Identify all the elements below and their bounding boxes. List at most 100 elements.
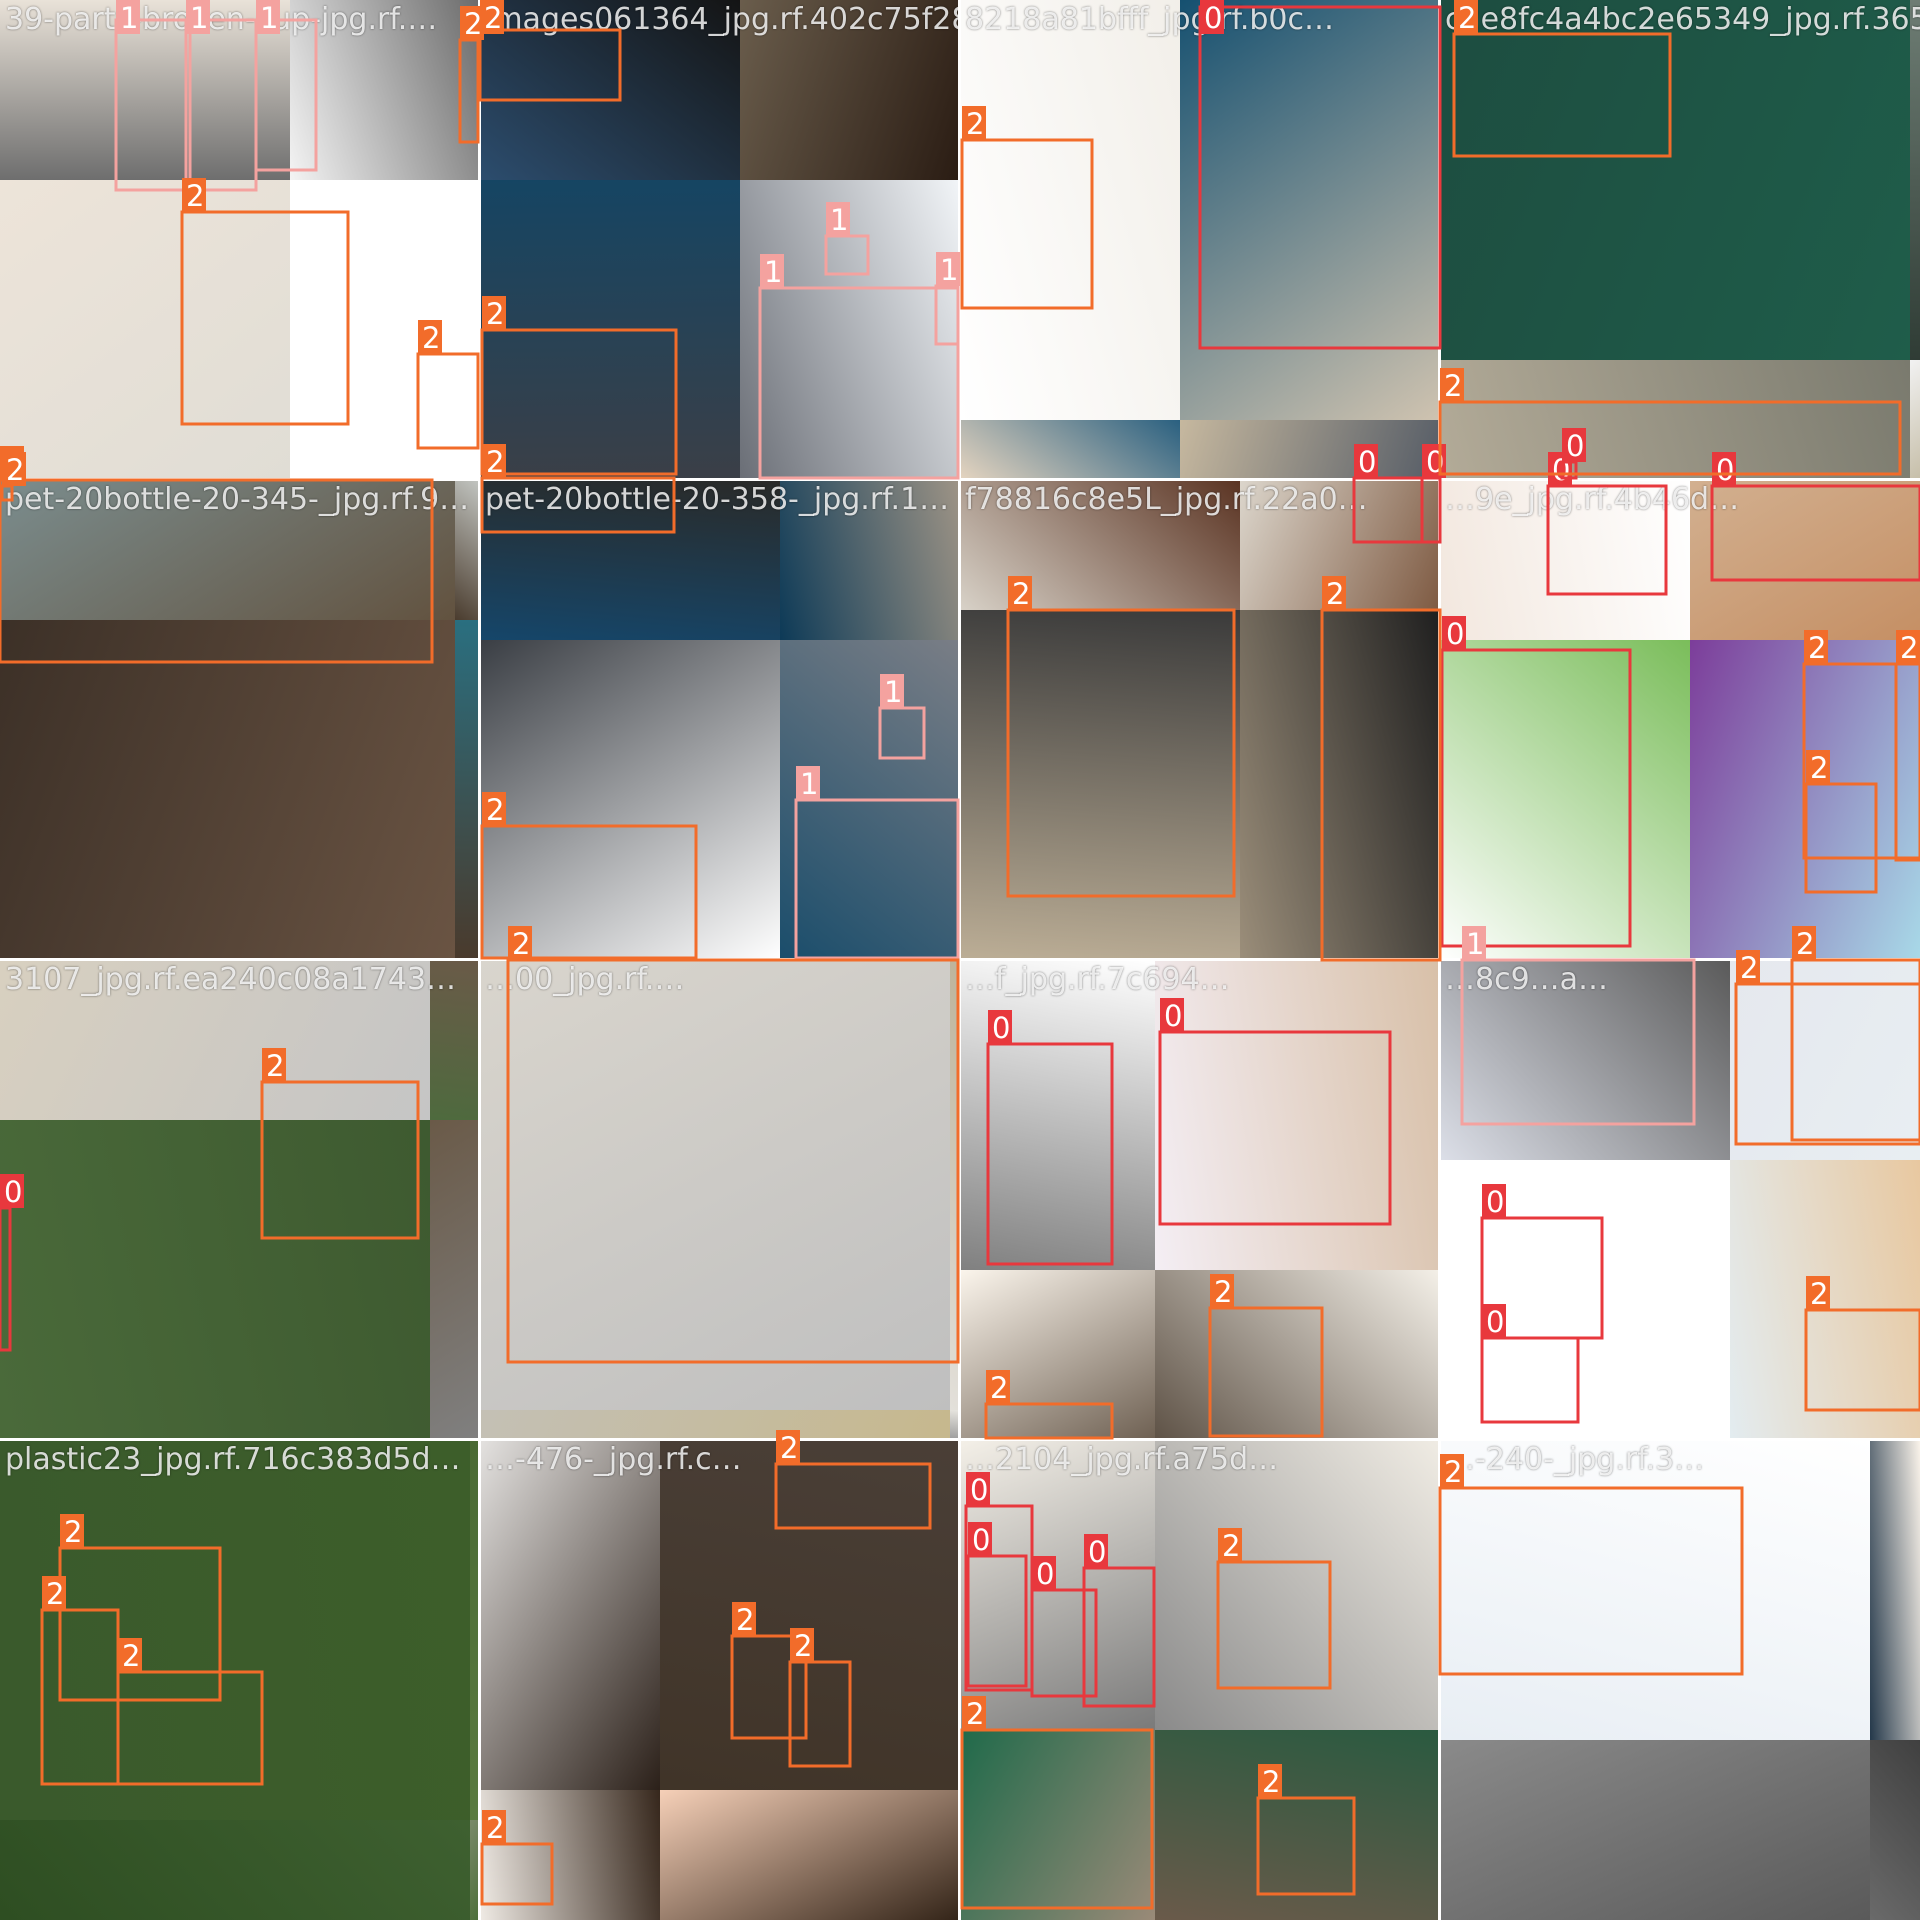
mosaic-tile: …-476-_jpg.rf.c… [480,1440,960,1920]
bbox-label-tag [482,1810,506,1844]
bbox-class-label: 1 [190,1,208,35]
bbox-label-tag [1462,926,1486,960]
tile-image-fragment [740,0,960,180]
bbox-class-2 [0,478,434,664]
bbox-class-label: 0 [1204,1,1222,35]
bbox-class-label: 2 [464,7,482,41]
tile-image-fragment [780,480,960,640]
bbox-label-tag [1806,1276,1830,1310]
bbox-label-tag [1210,1274,1234,1308]
tile-image-fragment [960,480,1240,610]
bbox-class-label: 2 [1222,1529,1240,1563]
bbox-label-tag [460,6,484,40]
tile-image-fragment [0,1440,470,1820]
tile-image-fragment [0,1120,430,1440]
bbox-label-tag [986,1370,1010,1404]
bbox-class-label: 1 [1466,927,1484,961]
mosaic-tile: …00_jpg.rf.… [480,960,960,1440]
bbox-class-2 [1438,1486,1744,1676]
tile-image-fragment [0,0,290,180]
bbox-class-1 [934,284,960,346]
bbox-class-1 [254,18,318,172]
tile-image-fragment [455,620,480,960]
bbox-class-2 [1006,608,1236,898]
bbox-class-label: 2 [266,1049,284,1083]
bbox-label-tag [1804,630,1828,664]
bbox-label-tag [1482,1184,1506,1218]
tile-image-fragment [480,1440,660,1790]
bbox-label-tag [1258,1764,1282,1798]
bbox-class-2 [480,824,698,960]
tile-image-fragment [1690,480,1920,640]
mosaic-tile: …8c9…a… [1440,960,1920,1440]
tile-image-fragment [480,1410,950,1440]
bbox-class-label: 1 [830,203,848,237]
bbox-class-label: 2 [122,1639,140,1673]
bbox-label-tag [790,1628,814,1662]
bbox-class-label: 2 [1214,1275,1232,1309]
bbox-label-tag [482,296,506,330]
bbox-class-label: 0 [1486,1185,1504,1219]
bbox-label-tag [1736,950,1760,984]
bbox-class-label: 2 [486,297,504,331]
grid-separator [0,958,1920,961]
bbox-class-0 [1546,484,1668,596]
mosaic-tile: images061364_jpg.rf.402c75f28a… [480,0,960,480]
bbox-label-tag [118,1638,142,1672]
mosaic-tile: c2e8fc4a4bc2e65349_jpg.rf.3656… [1440,0,1920,480]
tile-image-fragment [470,1440,480,1820]
bbox-label-tag [1322,576,1346,610]
bbox-label-tag [256,0,280,34]
bbox-label-tag [826,202,850,236]
bbox-class-1 [878,706,926,760]
bbox-class-2 [180,210,350,426]
bbox-class-label: 2 [1458,1,1476,35]
bbox-class-2 [1802,662,1920,860]
bbox-label-tag [1218,1528,1242,1562]
tile-image-fragment [1240,610,1440,960]
bbox-class-label: 2 [1740,951,1758,985]
bbox-class-label: 2 [486,793,504,827]
bbox-label-tag [1354,444,1378,478]
mosaic-tile: …-240-_jpg.rf.3… [1440,1440,1920,1920]
tile-image-fragment [1440,640,1690,960]
tile-image-fragment [960,0,1180,420]
bbox-label-tag [1160,998,1184,1032]
tile-image-fragment [1440,360,1910,480]
tile-image-fragment [950,1410,960,1440]
bbox-class-label: 2 [1444,369,1462,403]
bbox-label-tag [988,1010,1012,1044]
bbox-class-0 [986,1042,1114,1266]
bbox-label-tag [1440,1454,1464,1488]
bbox-class-label: 0 [972,1523,990,1557]
tile-image-fragment [660,1790,960,1920]
bbox-class-label: 2 [1900,631,1918,665]
bbox-class-2 [260,1080,420,1240]
bbox-class-label: 2 [780,1431,798,1465]
bbox-class-2 [1208,1306,1324,1438]
bbox-class-0 [1198,5,1442,350]
bbox-class-1 [794,798,960,960]
tile-image-fragment [430,960,480,1120]
bbox-class-2 [478,28,622,102]
bbox-label-tag [60,1514,84,1548]
bbox-class-label: 2 [990,1371,1008,1405]
bbox-label-tag [1792,926,1816,960]
tile-image-fragment [0,1820,470,1920]
bbox-class-label: 1 [800,767,818,801]
bbox-label-tag [776,1430,800,1464]
bbox-label-tag [262,1048,286,1082]
tile-image-fragment [1440,0,1910,360]
bbox-class-label: 2 [422,321,440,355]
bbox-label-tag [482,792,506,826]
tile-image-fragment [1155,960,1440,1270]
tile-image-fragment [0,620,455,960]
bbox-class-2 [0,484,14,502]
bbox-class-1 [184,18,258,192]
tile-image-fragment [470,1820,480,1920]
tile-image-fragment [1910,360,1920,480]
bbox-class-0 [0,1206,12,1352]
tile-image-fragment [430,1120,480,1440]
bbox-class-label: 1 [764,255,782,289]
